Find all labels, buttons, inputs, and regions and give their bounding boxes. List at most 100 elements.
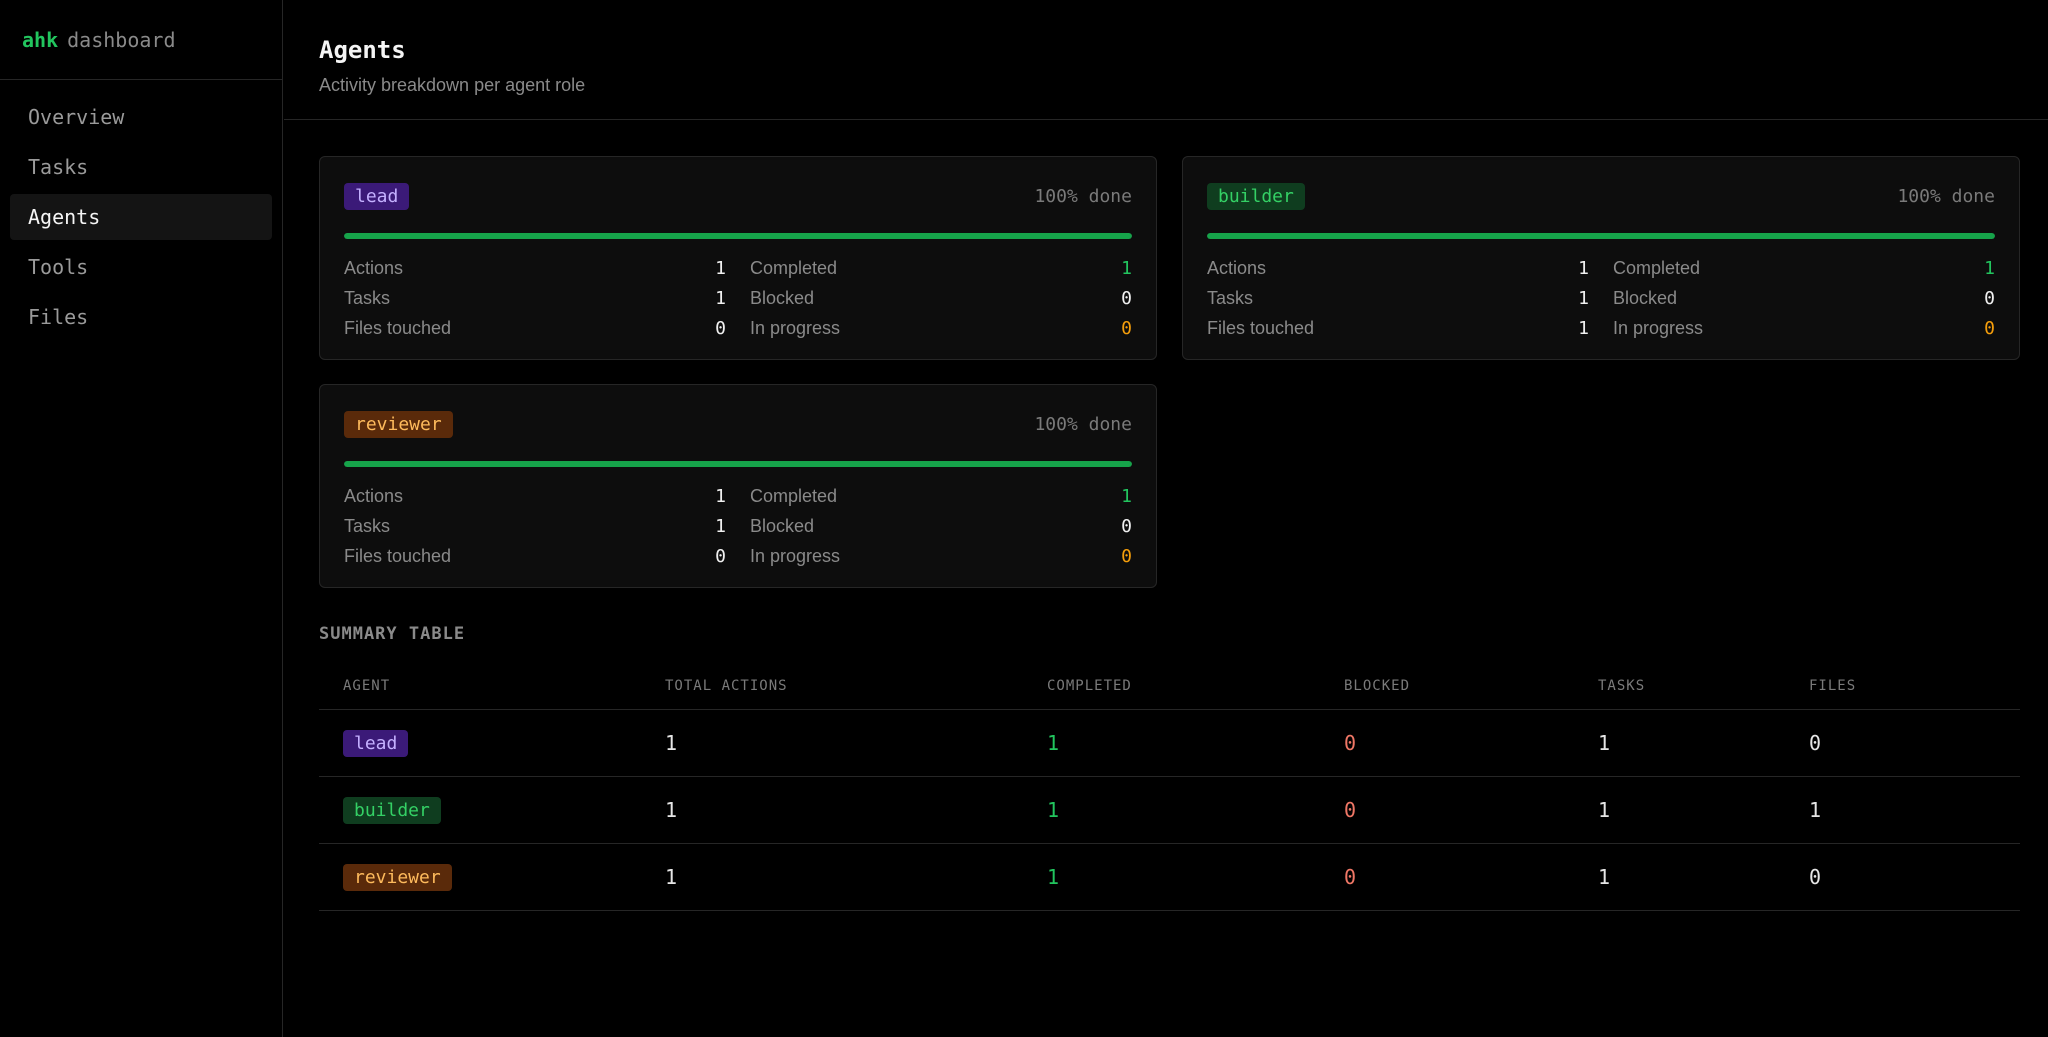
stat-actions: Actions 1 [344,481,726,511]
agent-card-reviewer: reviewer 100% done Actions 1 Tasks 1 Files… [319,384,1157,588]
main-content: Agents Activity breakdown per agent role… [284,0,2048,1037]
stat-value: 0 [715,317,726,339]
stat-in-progress: In progress 0 [750,313,1132,343]
stat-value: 1 [1578,257,1589,279]
stat-value: 1 [715,287,726,309]
stat-label: Files touched [1207,317,1315,338]
stat-blocked: Blocked 0 [750,511,1132,541]
role-badge-builder: builder [1207,182,1305,210]
cell-files: 1 [1809,798,1822,822]
stat-label: Actions [344,485,404,506]
sidebar-item-files[interactable]: Files [10,294,272,340]
cell-completed: 1 [1047,798,1060,822]
brand-secondary: dashboard [67,27,176,52]
table-row[interactable]: reviewer 1 1 0 1 0 [319,844,2020,911]
table-row[interactable]: builder 1 1 0 1 1 [319,777,2020,844]
brand-primary: ahk [22,27,59,52]
stat-label: Actions [344,257,404,278]
role-badge-reviewer: reviewer [344,410,453,438]
stat-in-progress: In progress 0 [1613,313,1995,343]
stat-actions: Actions 1 [1207,253,1589,283]
cell-blocked: 0 [1344,798,1357,822]
stat-label: Completed [750,485,838,506]
sidebar-nav: Overview Tasks Agents Tools Files [0,80,282,340]
stat-tasks: Tasks 1 [1207,283,1589,313]
cell-total-actions: 1 [665,798,678,822]
stat-value: 1 [1984,257,1995,279]
stat-files-touched: Files touched 1 [1207,313,1589,343]
cell-files: 0 [1809,865,1822,889]
progress-bar [1207,233,1995,239]
stat-value: 0 [1121,545,1132,567]
sidebar-item-agents[interactable]: Agents [10,194,272,240]
stat-value: 1 [715,485,726,507]
progress-bar [344,233,1132,239]
stat-blocked: Blocked 0 [750,283,1132,313]
stat-value: 0 [1984,287,1995,309]
cell-blocked: 0 [1344,731,1357,755]
stat-in-progress: In progress 0 [750,541,1132,571]
stat-value: 1 [1121,485,1132,507]
percent-done: 100% done [1897,185,1995,207]
table-header: AGENT TOTAL ACTIONS COMPLETED BLOCKED TA… [319,662,2020,710]
sidebar: ahk dashboard Overview Tasks Agents Tool… [0,0,283,1037]
stat-value: 1 [1578,287,1589,309]
stat-value: 0 [715,545,726,567]
role-badge-lead: lead [343,729,409,757]
cell-completed: 1 [1047,731,1060,755]
stat-completed: Completed 1 [1613,253,1995,283]
stat-value: 1 [1121,257,1132,279]
stat-completed: Completed 1 [750,253,1132,283]
column-header-completed[interactable]: COMPLETED [1047,677,1132,694]
stat-tasks: Tasks 1 [344,511,726,541]
role-badge-builder: builder [343,796,441,824]
table-row[interactable]: lead 1 1 0 1 0 [319,710,2020,777]
stat-value: 0 [1984,317,1995,339]
page-subtitle: Activity breakdown per agent role [319,75,586,95]
cell-tasks: 1 [1598,731,1611,755]
stat-value: 1 [715,257,726,279]
stat-tasks: Tasks 1 [344,283,726,313]
stat-value: 0 [1121,515,1132,537]
column-header-agent[interactable]: AGENT [343,677,391,694]
percent-done: 100% done [1034,185,1132,207]
column-header-blocked[interactable]: BLOCKED [1344,677,1411,694]
progress-bar-fill [344,461,1132,467]
stat-label: Completed [1613,257,1701,278]
sidebar-item-label: Tasks [28,155,89,179]
stat-label: Actions [1207,257,1267,278]
stat-value: 0 [1121,287,1132,309]
column-header-files[interactable]: FILES [1809,677,1857,694]
stat-label: Completed [750,257,838,278]
stat-value: 0 [1121,317,1132,339]
brand-logo[interactable]: ahk dashboard [0,0,282,80]
stat-label: Tasks [344,515,391,536]
cell-tasks: 1 [1598,865,1611,889]
agent-card-lead: lead 100% done Actions 1 Tasks 1 Files tou… [319,156,1157,360]
stat-label: Files touched [344,545,452,566]
stat-files-touched: Files touched 0 [344,541,726,571]
stat-label: Blocked [1613,287,1678,308]
cell-total-actions: 1 [665,731,678,755]
page-header: Agents Activity breakdown per agent role [284,0,2048,120]
percent-done: 100% done [1034,413,1132,435]
stat-label: In progress [750,317,841,338]
stat-files-touched: Files touched 0 [344,313,726,343]
stat-value: 1 [715,515,726,537]
cell-blocked: 0 [1344,865,1357,889]
sidebar-item-overview[interactable]: Overview [10,94,272,140]
stat-label: Blocked [750,287,815,308]
progress-bar-fill [1207,233,1995,239]
sidebar-item-label: Tools [28,255,89,279]
summary-table-title: SUMMARY TABLE [319,624,466,644]
stat-label: Blocked [750,515,815,536]
page-title: Agents [319,36,406,64]
cell-completed: 1 [1047,865,1060,889]
sidebar-item-tasks[interactable]: Tasks [10,144,272,190]
cell-files: 0 [1809,731,1822,755]
sidebar-item-tools[interactable]: Tools [10,244,272,290]
sidebar-item-label: Agents [28,205,101,229]
stat-actions: Actions 1 [344,253,726,283]
column-header-total-actions[interactable]: TOTAL ACTIONS [665,677,788,694]
column-header-tasks[interactable]: TASKS [1598,677,1646,694]
